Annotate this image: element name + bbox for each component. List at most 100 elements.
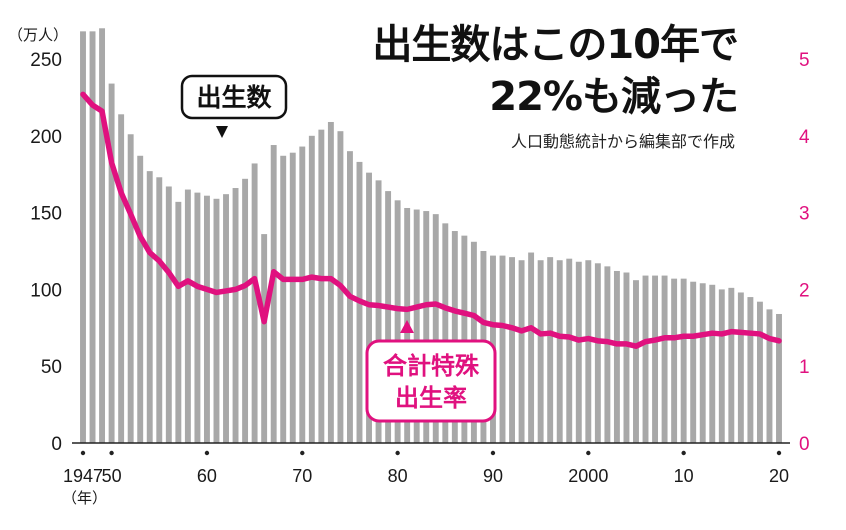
right-tick-1: 1 bbox=[799, 357, 810, 378]
birth-bar-1963 bbox=[232, 188, 239, 443]
right-tick-5: 5 bbox=[799, 50, 810, 71]
left-axis-unit: （万人） bbox=[8, 26, 68, 44]
chart-title-line2: 22%も減った bbox=[489, 74, 738, 120]
bar-series-label: 出生数 bbox=[196, 83, 272, 112]
birth-bar-2016 bbox=[737, 292, 744, 443]
birth-bar-1959 bbox=[194, 192, 201, 443]
left-tick-200: 200 bbox=[30, 127, 62, 148]
x-tick-mark-2020 bbox=[776, 450, 782, 456]
x-tick-label-1990: 90 bbox=[483, 466, 503, 486]
birth-bar-1955 bbox=[156, 177, 163, 443]
birth-bar-1991 bbox=[499, 255, 506, 443]
line-series-callout: 合計特殊 出生率 bbox=[365, 320, 497, 423]
birth-bar-1995 bbox=[537, 260, 544, 443]
birth-bar-1967 bbox=[270, 145, 277, 443]
birth-bar-1964 bbox=[242, 178, 249, 443]
birth-bar-2017 bbox=[747, 297, 754, 443]
birth-bar-1984 bbox=[432, 214, 439, 443]
left-tick-250: 250 bbox=[30, 50, 62, 71]
birth-bar-1948 bbox=[89, 31, 96, 443]
birth-bar-1949 bbox=[99, 28, 106, 444]
birth-bar-1985 bbox=[442, 223, 449, 443]
bar-series-callout: 出生数 bbox=[180, 74, 288, 138]
source-note: 人口動態統計から編集部で作成 bbox=[511, 132, 735, 151]
birth-bar-2012 bbox=[699, 283, 706, 443]
right-axis-ticks: 0 1 2 3 4 5 bbox=[799, 50, 810, 455]
birth-bar-1970 bbox=[299, 146, 306, 444]
birth-bar-2010 bbox=[680, 278, 687, 443]
birth-bar-1992 bbox=[509, 257, 515, 443]
birth-bar-1994 bbox=[528, 252, 535, 443]
birth-bar-1950 bbox=[108, 83, 115, 443]
birth-bar-1965 bbox=[251, 163, 258, 443]
x-tick-label-1960: 60 bbox=[197, 466, 217, 486]
right-tick-3: 3 bbox=[799, 204, 810, 225]
left-tick-50: 50 bbox=[41, 357, 62, 378]
birth-bar-2002 bbox=[604, 266, 611, 443]
birth-bar-1971 bbox=[308, 135, 315, 444]
line-series-label-1: 合計特殊 bbox=[383, 352, 480, 380]
chart-title-line1: 出生数はこの10年で bbox=[372, 22, 738, 68]
birth-bar-2019 bbox=[766, 309, 773, 443]
birth-bar-1972 bbox=[318, 129, 325, 443]
birth-bar-1961 bbox=[213, 198, 220, 443]
birth-bar-1954 bbox=[146, 171, 153, 443]
x-tick-mark-2000 bbox=[586, 450, 591, 456]
x-tick-label-2020: 20 bbox=[769, 466, 789, 486]
line-series-callout-box bbox=[365, 339, 497, 423]
birth-bar-1966 bbox=[261, 234, 268, 443]
x-tick-label-1980: 80 bbox=[388, 466, 408, 486]
right-tick-4: 4 bbox=[799, 127, 810, 148]
x-tick-label-2000: 2000 bbox=[568, 466, 608, 486]
birth-bar-2004 bbox=[623, 272, 630, 443]
birth-bar-1979 bbox=[385, 191, 392, 443]
line-series-label-2: 出生率 bbox=[395, 384, 467, 412]
fertility-rate-line bbox=[80, 91, 782, 349]
right-tick-2: 2 bbox=[799, 280, 810, 301]
birth-bar-1956 bbox=[165, 186, 172, 444]
left-tick-0: 0 bbox=[51, 434, 62, 455]
x-tick-label-1947: 1947 bbox=[63, 466, 103, 486]
x-tick-mark-1960 bbox=[204, 450, 210, 456]
birth-bar-2005 bbox=[633, 280, 639, 443]
birth-bar-2020 bbox=[776, 313, 782, 443]
x-axis-unit: （年） bbox=[62, 489, 107, 507]
birth-bar-2001 bbox=[594, 263, 601, 443]
birth-bar-1953 bbox=[137, 155, 144, 443]
birth-bar-2015 bbox=[728, 287, 735, 443]
left-tick-150: 150 bbox=[30, 204, 62, 225]
birth-bar-2013 bbox=[709, 284, 716, 443]
birth-bar-2000 bbox=[585, 260, 592, 443]
birth-bar-2014 bbox=[718, 289, 725, 443]
x-tick-mark-1980 bbox=[395, 450, 400, 456]
birth-bar-1969 bbox=[289, 152, 296, 443]
birth-bar-1957 bbox=[175, 201, 182, 443]
birth-bar-1973 bbox=[327, 121, 334, 443]
left-tick-100: 100 bbox=[30, 280, 62, 301]
birth-bar-2009 bbox=[671, 278, 678, 443]
x-tick-label-1950: 50 bbox=[102, 466, 122, 486]
birth-bar-1977 bbox=[366, 172, 372, 443]
birth-bar-1998 bbox=[566, 258, 573, 443]
birth-bar-1997 bbox=[556, 260, 563, 443]
right-tick-0: 0 bbox=[799, 434, 810, 455]
birth-bar-1952 bbox=[127, 134, 134, 443]
birth-bar-1960 bbox=[203, 195, 210, 443]
left-axis-ticks: 0 50 100 150 200 250 bbox=[30, 50, 62, 455]
line-series-pointer-icon bbox=[400, 320, 414, 333]
x-tick-mark-1990 bbox=[490, 450, 496, 456]
bar-series-pointer-icon bbox=[216, 126, 228, 138]
birth-bar-2003 bbox=[613, 270, 620, 443]
birth-bar-1958 bbox=[184, 189, 191, 443]
birth-bar-1983 bbox=[423, 211, 430, 443]
birth-bar-1982 bbox=[413, 209, 420, 443]
birth-bar-1987 bbox=[461, 235, 468, 443]
x-tick-mark-1970 bbox=[300, 450, 305, 456]
x-tick-mark-1950 bbox=[109, 450, 114, 456]
birth-bar-1999 bbox=[575, 261, 582, 443]
birth-bar-1986 bbox=[451, 231, 458, 443]
x-tick-label-2010: 10 bbox=[674, 466, 694, 486]
birth-bar-2018 bbox=[756, 301, 763, 443]
